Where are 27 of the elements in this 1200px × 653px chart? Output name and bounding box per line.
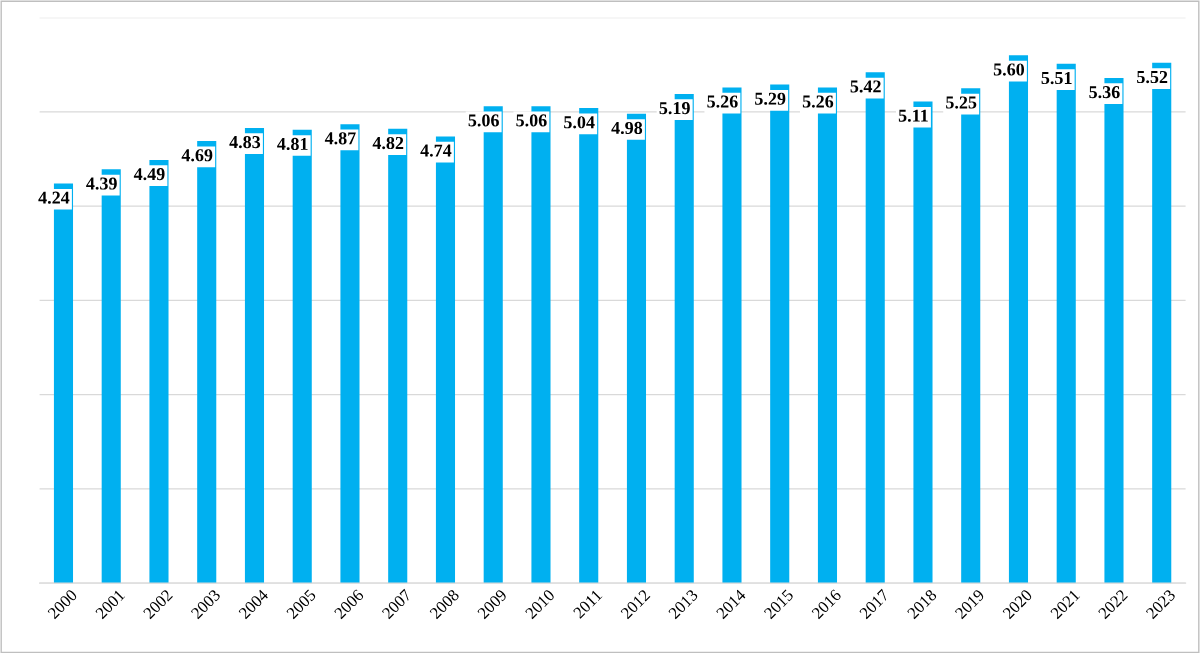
data-label: 4.87	[324, 132, 356, 145]
x-tick-label: 2021	[1049, 589, 1081, 620]
data-label: 5.42	[850, 80, 881, 93]
data-label: 5.26	[802, 95, 834, 108]
data-label: 4.81	[277, 137, 308, 151]
data-label: 4.39	[86, 177, 117, 190]
x-tick-label: 2001	[94, 589, 126, 620]
data-label: 4.98	[611, 121, 643, 135]
data-label: 5.11	[898, 109, 928, 122]
data-label: 5.52	[1137, 70, 1168, 84]
data-label: 5.60	[993, 63, 1025, 76]
data-label: 5.26	[707, 95, 738, 108]
data-label: 5.51	[1041, 71, 1072, 85]
data-label: 5.25	[946, 96, 977, 109]
data-label: 4.83	[229, 135, 261, 149]
x-tick-label: 2011	[572, 589, 603, 619]
data-label: 4.74	[420, 144, 452, 157]
data-label: 5.04	[564, 116, 595, 129]
data-label: 5.06	[516, 114, 547, 127]
data-label: 5.06	[468, 114, 499, 127]
data-label: 5.29	[755, 92, 786, 105]
data-label: 4.49	[133, 168, 165, 181]
data-label: 5.36	[1089, 86, 1120, 99]
data-label: 5.19	[659, 102, 690, 115]
data-label: 4.24	[38, 191, 70, 204]
data-label: 4.69	[181, 149, 213, 162]
data-label: 4.82	[372, 136, 404, 150]
